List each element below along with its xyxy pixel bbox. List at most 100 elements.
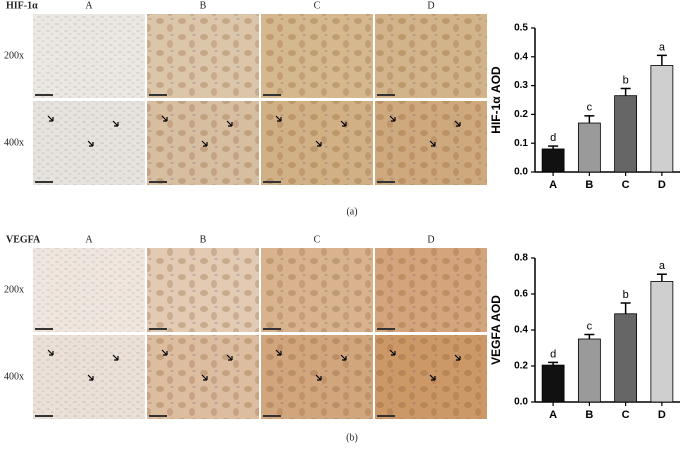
micrograph-texture: [375, 248, 487, 332]
row-label: 200x: [4, 284, 24, 295]
significance-letter: c: [587, 102, 593, 114]
scale-bar: [149, 94, 167, 96]
scale-bar: [377, 94, 395, 96]
significance-letter: d: [550, 132, 556, 144]
arrow: [47, 115, 54, 122]
column-label: D: [427, 234, 434, 245]
y-axis-title: VEGFA AOD: [489, 295, 503, 365]
arrow: [275, 115, 282, 122]
arrow: [275, 349, 282, 356]
bar: [614, 313, 638, 403]
x-tick-label: B: [585, 179, 593, 191]
micrograph-texture: [147, 248, 259, 332]
arrow: [87, 140, 94, 147]
bar: [577, 122, 601, 173]
micrograph-texture: [261, 14, 373, 98]
arrow: [429, 140, 436, 147]
scale-bar: [377, 328, 395, 330]
arrow: [315, 374, 322, 381]
scale-bar: [35, 94, 53, 96]
y-tick-label: 0.4: [514, 51, 528, 62]
scale-bar: [263, 415, 281, 417]
y-tick-label: 0.4: [514, 325, 528, 336]
arrow: [161, 349, 168, 356]
scale-bar: [377, 181, 395, 183]
arrow: [112, 354, 119, 361]
significance-letter: c: [587, 320, 593, 332]
x-tick-label: A: [549, 409, 557, 421]
scale-bar: [149, 415, 167, 417]
arrow: [340, 354, 347, 361]
x-tick-label: B: [585, 409, 593, 421]
x-tick-label: D: [658, 179, 666, 191]
scale-bar: [263, 328, 281, 330]
row-label: 200x: [4, 50, 24, 61]
significance-letter: a: [659, 260, 666, 272]
y-tick-label: 0.2: [514, 109, 528, 120]
significance-letter: b: [623, 289, 629, 301]
x-tick-label: D: [658, 409, 666, 421]
scale-bar: [35, 181, 53, 183]
arrow: [389, 349, 396, 356]
column-label: A: [85, 0, 93, 11]
micrograph-texture: [33, 248, 145, 332]
column-label: B: [200, 234, 207, 245]
significance-letter: d: [550, 348, 556, 360]
y-tick-label: 0.6: [514, 289, 528, 300]
y-tick-label: 0.2: [514, 361, 528, 372]
y-tick-label: 0.5: [514, 23, 528, 34]
scale-bar: [149, 181, 167, 183]
scale-bar: [35, 328, 53, 330]
arrow: [226, 354, 233, 361]
column-label: C: [314, 0, 321, 11]
scale-bar: [149, 328, 167, 330]
arrow: [315, 140, 322, 147]
micrograph-texture: [261, 335, 373, 419]
arrow: [389, 115, 396, 122]
scale-bar: [263, 94, 281, 96]
arrow: [161, 115, 168, 122]
bar: [650, 280, 674, 403]
arrow: [201, 140, 208, 147]
micrograph-texture: [33, 101, 145, 185]
scale-bar: [377, 415, 395, 417]
arrow: [47, 349, 54, 356]
x-tick-label: C: [622, 409, 630, 421]
micrograph-texture: [261, 248, 373, 332]
y-tick-label: 0.8: [514, 253, 528, 264]
arrow: [429, 374, 436, 381]
micrograph-texture: [375, 14, 487, 98]
micrograph-texture: [33, 335, 145, 419]
micrograph-texture: [147, 101, 259, 185]
micrograph-texture: [375, 335, 487, 419]
micrograph-texture: [261, 101, 373, 185]
arrow: [226, 120, 233, 127]
panel-caption: (b): [346, 432, 358, 443]
panel-marker: HIF-1α: [6, 0, 38, 11]
y-tick-label: 0.0: [514, 397, 528, 408]
bar: [541, 148, 565, 173]
panel-caption: (a): [346, 206, 357, 217]
bar: [650, 65, 674, 173]
row-label: 400x: [4, 137, 24, 148]
x-tick-label: A: [549, 179, 557, 191]
micrograph-texture: [375, 101, 487, 185]
arrow: [454, 354, 461, 361]
bar: [614, 95, 638, 173]
scale-bar: [35, 415, 53, 417]
arrow: [87, 374, 94, 381]
row-label: 400x: [4, 371, 24, 382]
x-tick-label: C: [622, 179, 630, 191]
column-label: C: [314, 234, 321, 245]
panel-marker: VEGFA: [6, 234, 41, 245]
column-label: D: [427, 0, 434, 11]
micrograph-texture: [147, 14, 259, 98]
y-tick-label: 0.3: [514, 80, 528, 91]
significance-letter: b: [623, 74, 629, 86]
significance-letter: a: [659, 41, 666, 53]
column-label: A: [85, 234, 93, 245]
micrograph-texture: [33, 14, 145, 98]
micrograph-texture: [147, 335, 259, 419]
arrow: [112, 120, 119, 127]
